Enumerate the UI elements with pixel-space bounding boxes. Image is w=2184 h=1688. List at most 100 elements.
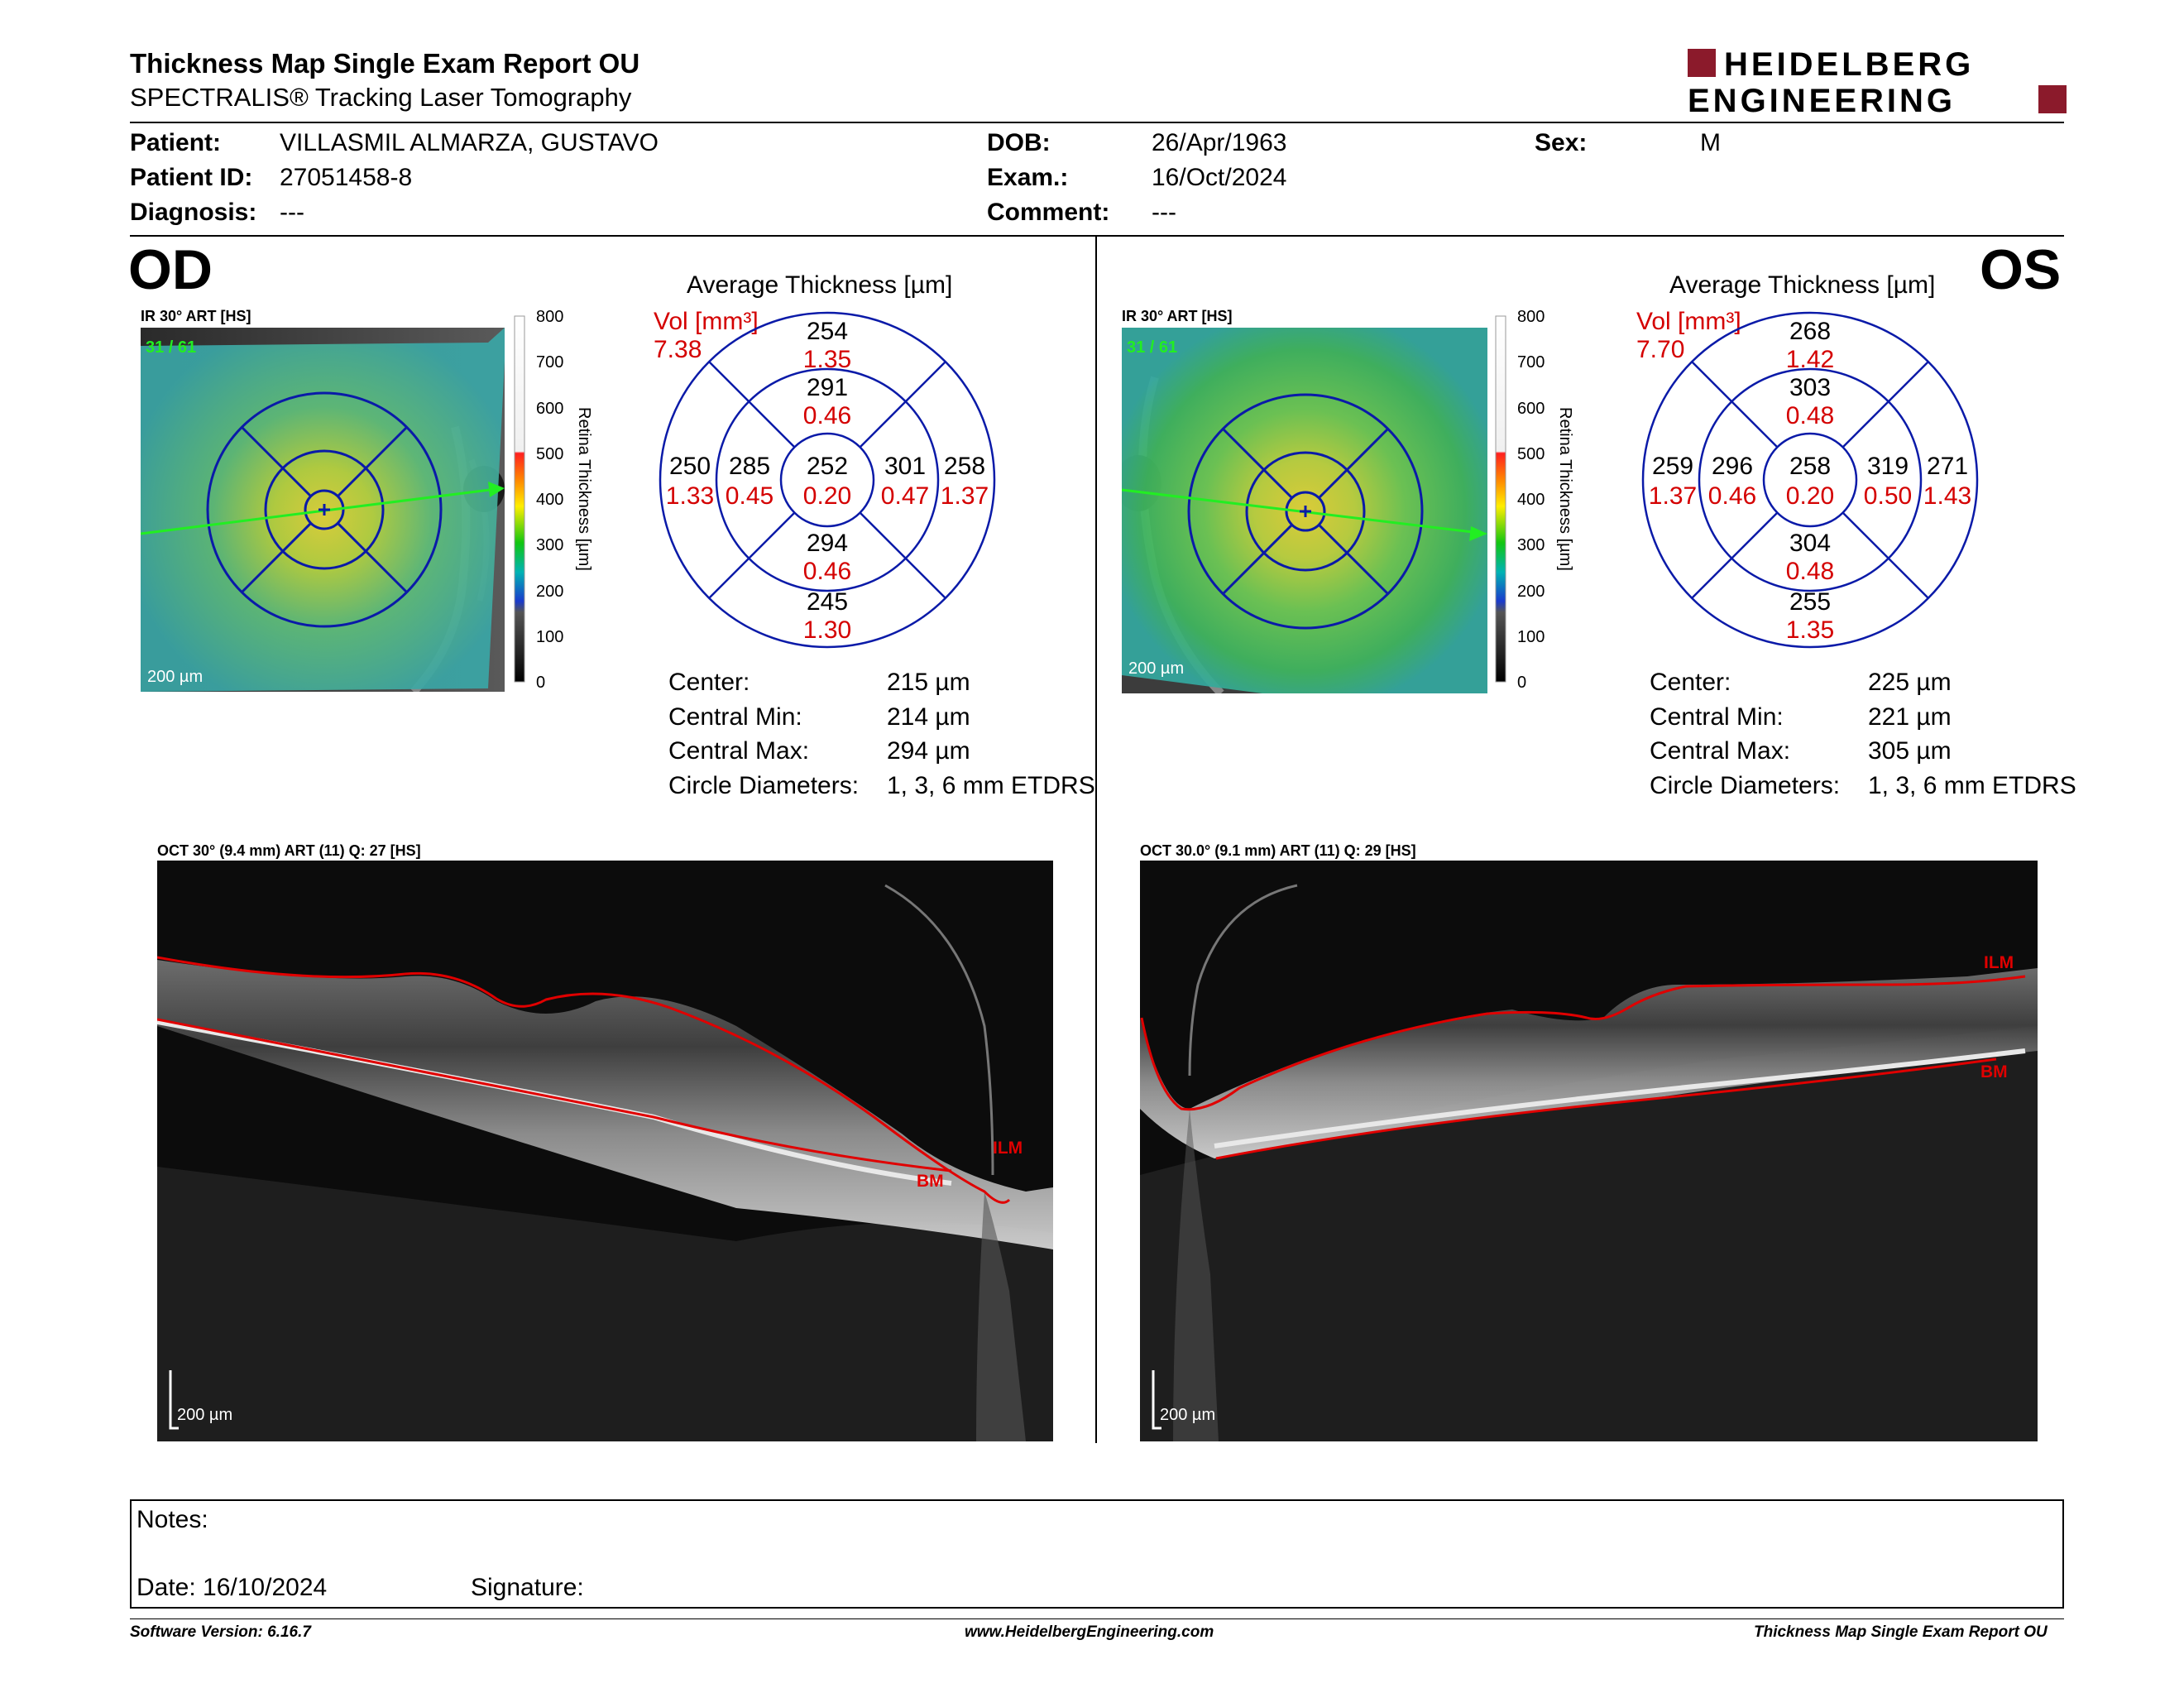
os-inner-top-vol: 0.48	[1786, 402, 1834, 429]
notes-signature: Signature:	[471, 1574, 584, 1601]
patient-divider	[130, 235, 2064, 237]
os-stat-value: 305 µm	[1868, 737, 1952, 765]
svg-text:400: 400	[1517, 491, 1545, 509]
os-eye-label: OS	[1980, 238, 2062, 301]
os-center-vol: 0.20	[1786, 482, 1834, 510]
os-inner-bottom: 304	[1789, 530, 1831, 557]
os-stat-label: Center:	[1650, 669, 1731, 696]
footer-software-version: Software Version: 6.16.7	[130, 1623, 311, 1641]
patient-label: Patient:	[130, 129, 222, 156]
sex-value: M	[1700, 129, 1721, 156]
svg-text:600: 600	[536, 400, 563, 418]
os-stat-value: 225 µm	[1868, 669, 1952, 696]
od-inner-bottom-vol: 0.46	[803, 558, 851, 585]
os-inner-bottom-vol: 0.48	[1786, 558, 1834, 585]
os-fundus-image: 200 µm 31 / 61	[1122, 328, 1487, 693]
od-frames: 31 / 61	[146, 338, 196, 357]
dob-label: DOB:	[987, 129, 1051, 156]
footer-divider	[130, 1618, 2064, 1619]
os-stat-label: Central Min:	[1650, 703, 1784, 731]
os-outer-left: 259	[1652, 453, 1693, 480]
os-bm-label: BM	[1980, 1062, 2008, 1081]
od-outer-right-vol: 1.37	[941, 482, 989, 510]
od-ilm-label: ILM	[993, 1139, 1023, 1158]
exam-value: 16/Oct/2024	[1152, 164, 1287, 191]
od-oct-scale: 200 µm	[177, 1406, 232, 1424]
os-inner-right: 319	[1867, 453, 1909, 480]
os-ilm-label: ILM	[1984, 953, 2014, 972]
os-ir-label: IR 30° ART [HS]	[1122, 308, 1233, 324]
od-vol-value: 7.38	[654, 336, 702, 363]
eye-divider	[1095, 237, 1097, 1443]
od-inner-right: 301	[884, 453, 926, 480]
os-stat-label: Central Max:	[1650, 737, 1791, 765]
os-outer-right: 271	[1927, 453, 1968, 480]
diagnosis-label: Diagnosis:	[130, 199, 257, 226]
os-stat-label: Circle Diameters:	[1650, 772, 1841, 799]
os-inner-left-vol: 0.46	[1708, 482, 1756, 510]
os-outer-top-vol: 1.42	[1786, 346, 1834, 373]
svg-text:700: 700	[536, 353, 563, 372]
od-oct-label: OCT 30° (9.4 mm) ART (11) Q: 27 [HS]	[157, 842, 421, 859]
od-stat-value: 214 µm	[887, 703, 970, 731]
exam-label: Exam.:	[987, 164, 1069, 191]
os-ir-scale: 200 µm	[1128, 659, 1184, 678]
os-colorbar: 800 700 600 500 400 300 200 100 0 Retina…	[1495, 308, 1574, 692]
notes-label: Notes:	[136, 1506, 208, 1533]
od-stat-label: Center:	[668, 669, 750, 696]
od-outer-left: 250	[669, 453, 711, 480]
svg-text:0: 0	[536, 674, 545, 692]
os-inner-left: 296	[1712, 453, 1753, 480]
od-stat-value: 215 µm	[887, 669, 970, 696]
od-bm-label: BM	[917, 1172, 944, 1191]
os-oct-label: OCT 30.0° (9.1 mm) ART (11) Q: 29 [HS]	[1140, 842, 1416, 859]
report-title: Thickness Map Single Exam Report OU	[130, 48, 640, 79]
report-subtitle: SPECTRALIS® Tracking Laser Tomography	[130, 83, 632, 112]
os-etdrs-grid: 268 1.42 303 0.48 259 1.37 296 0.46 258 …	[1641, 311, 1979, 649]
os-oct-bscan: ILM BM 200 µm	[1140, 861, 2038, 1441]
os-vol-value: 7.70	[1636, 336, 1685, 363]
os-inner-top: 303	[1789, 374, 1831, 401]
svg-text:400: 400	[536, 491, 563, 509]
od-ir-label: IR 30° ART [HS]	[141, 308, 251, 324]
comment-value: ---	[1152, 199, 1176, 226]
os-outer-bottom-vol: 1.35	[1786, 616, 1834, 644]
logo-line2: ENGINEERING	[1688, 83, 1956, 117]
footer-website[interactable]: www.HeidelbergEngineering.com	[965, 1623, 1214, 1641]
od-etdrs-grid: 254 1.35 291 0.46 250 1.33 285 0.45 252 …	[659, 311, 996, 649]
od-inner-bottom: 294	[807, 530, 848, 557]
svg-text:300: 300	[536, 536, 563, 554]
svg-text:600: 600	[1517, 400, 1545, 418]
od-outer-top-vol: 1.35	[803, 346, 851, 373]
patient-id-label: Patient ID:	[130, 164, 253, 191]
od-outer-bottom: 245	[807, 588, 848, 616]
od-ir-scale: 200 µm	[147, 668, 203, 686]
svg-text:500: 500	[1517, 445, 1545, 463]
footer-report-name: Thickness Map Single Exam Report OU	[1754, 1623, 2048, 1641]
od-grid-title: Average Thickness [µm]	[687, 271, 953, 299]
notes-box[interactable]: Notes: Date: 16/10/2024 Signature:	[130, 1499, 2064, 1609]
od-outer-right: 258	[944, 453, 985, 480]
od-inner-right-vol: 0.47	[881, 482, 929, 510]
od-eye-label: OD	[128, 238, 213, 301]
svg-text:800: 800	[536, 308, 563, 326]
os-inner-right-vol: 0.50	[1864, 482, 1912, 510]
comment-label: Comment:	[987, 199, 1110, 226]
od-stat-label: Central Min:	[668, 703, 802, 731]
os-vol-label: Vol [mm³]	[1636, 308, 1741, 335]
os-outer-bottom: 255	[1789, 588, 1831, 616]
os-grid-title: Average Thickness [µm]	[1669, 271, 1936, 299]
svg-text:200: 200	[536, 583, 563, 601]
patient-id: 27051458-8	[280, 164, 413, 191]
os-outer-left-vol: 1.37	[1649, 482, 1697, 510]
od-center: 252	[807, 453, 848, 480]
notes-date: Date: 16/10/2024	[136, 1574, 328, 1601]
od-fundus-image: 200 µm 31 / 61	[141, 328, 505, 692]
svg-text:300: 300	[1517, 536, 1545, 554]
logo-line1: HEIDELBERG	[1724, 46, 1974, 83]
od-stat-value: 294 µm	[887, 737, 970, 765]
header-divider	[130, 122, 2064, 123]
od-colorbar: 800 700 600 500 400 300 200 100 0 Retina…	[514, 308, 593, 692]
od-stat-label: Central Max:	[668, 737, 810, 765]
od-inner-left-vol: 0.45	[726, 482, 774, 510]
